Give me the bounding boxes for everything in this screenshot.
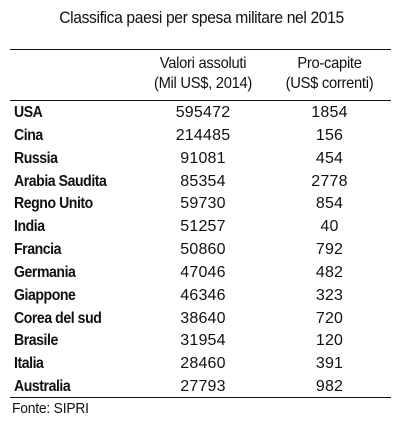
- country-cell: Giappone: [14, 286, 76, 304]
- table-row: Italia 28460 391: [0, 353, 403, 376]
- absolute-value-cell: 51257: [180, 218, 226, 236]
- header-percapita-line2: (US$ correnti): [285, 75, 374, 92]
- country-cell: Arabia Saudita: [14, 172, 107, 190]
- per-capita-cell: 454: [315, 149, 344, 167]
- per-capita-cell: 720: [315, 309, 344, 327]
- table-row: Giappone 46346 323: [0, 285, 403, 308]
- header-per-capita: Pro-capite (US$ correnti): [268, 54, 391, 94]
- header-rule: [10, 100, 391, 101]
- per-capita-cell: 854: [315, 195, 344, 213]
- absolute-value-cell: 85354: [180, 172, 226, 190]
- absolute-value-cell: 46346: [180, 286, 226, 304]
- country-cell: Cina: [14, 126, 43, 144]
- absolute-value-cell: 595472: [175, 104, 231, 121]
- per-capita-cell: 40: [320, 218, 339, 236]
- country-cell: India: [14, 218, 45, 236]
- table-row: Corea del sud 38640 720: [0, 308, 403, 331]
- top-rule: [10, 49, 391, 50]
- table-row: Arabia Saudita 85354 2778: [0, 171, 403, 194]
- table-row: Brasile 31954 120: [0, 330, 403, 353]
- table-title: Classifica paesi per spesa militare nel …: [59, 8, 344, 27]
- absolute-value-cell: 91081: [180, 149, 226, 167]
- absolute-value-cell: 47046: [180, 263, 226, 281]
- country-cell: Brasile: [14, 332, 58, 350]
- table-row: India 51257 40: [0, 216, 403, 239]
- table-row: Germania 47046 482: [0, 262, 403, 285]
- per-capita-cell: 391: [315, 355, 344, 373]
- per-capita-cell: 1854: [311, 104, 348, 121]
- absolute-value-cell: 28460: [180, 355, 226, 373]
- header-absolute-values: Valori assoluti (Mil US$, 2014): [143, 54, 263, 94]
- country-cell: Italia: [14, 355, 44, 373]
- header-absolute-line2: (Mil US$, 2014): [153, 75, 253, 92]
- per-capita-cell: 792: [315, 241, 344, 259]
- absolute-value-cell: 27793: [180, 378, 226, 396]
- table-body: USA 595472 1854 Cina 214485 156 Russia 9…: [0, 102, 403, 399]
- table-row: Australia 27793 982: [0, 376, 403, 399]
- country-cell: Germania: [14, 263, 76, 281]
- absolute-value-cell: 50860: [180, 241, 226, 259]
- per-capita-cell: 982: [315, 378, 344, 396]
- absolute-value-cell: 214485: [175, 126, 231, 144]
- header-absolute-line1: Valori assoluti: [159, 55, 247, 72]
- header-percapita-line1: Pro-capite: [297, 55, 362, 72]
- country-cell: Corea del sud: [14, 309, 102, 327]
- per-capita-cell: 156: [315, 126, 344, 144]
- bottom-rule: [10, 397, 391, 398]
- table-row: USA 595472 1854: [0, 102, 403, 125]
- table-row: Russia 91081 454: [0, 148, 403, 171]
- per-capita-cell: 482: [315, 263, 344, 281]
- country-cell: Russia: [14, 149, 58, 167]
- country-cell: Australia: [14, 378, 71, 396]
- absolute-value-cell: 31954: [180, 332, 226, 350]
- table-row: Francia 50860 792: [0, 239, 403, 262]
- table-row: Cina 214485 156: [0, 125, 403, 148]
- absolute-value-cell: 38640: [180, 309, 226, 327]
- per-capita-cell: 2778: [311, 172, 348, 190]
- country-cell: USA: [14, 104, 43, 121]
- source-note: Fonte: SIPRI: [12, 400, 89, 417]
- table-row: Regno Unito 59730 854: [0, 193, 403, 216]
- country-cell: Regno Unito: [14, 195, 93, 213]
- absolute-value-cell: 59730: [180, 195, 226, 213]
- country-cell: Francia: [14, 241, 62, 259]
- per-capita-cell: 323: [315, 286, 344, 304]
- per-capita-cell: 120: [315, 332, 344, 350]
